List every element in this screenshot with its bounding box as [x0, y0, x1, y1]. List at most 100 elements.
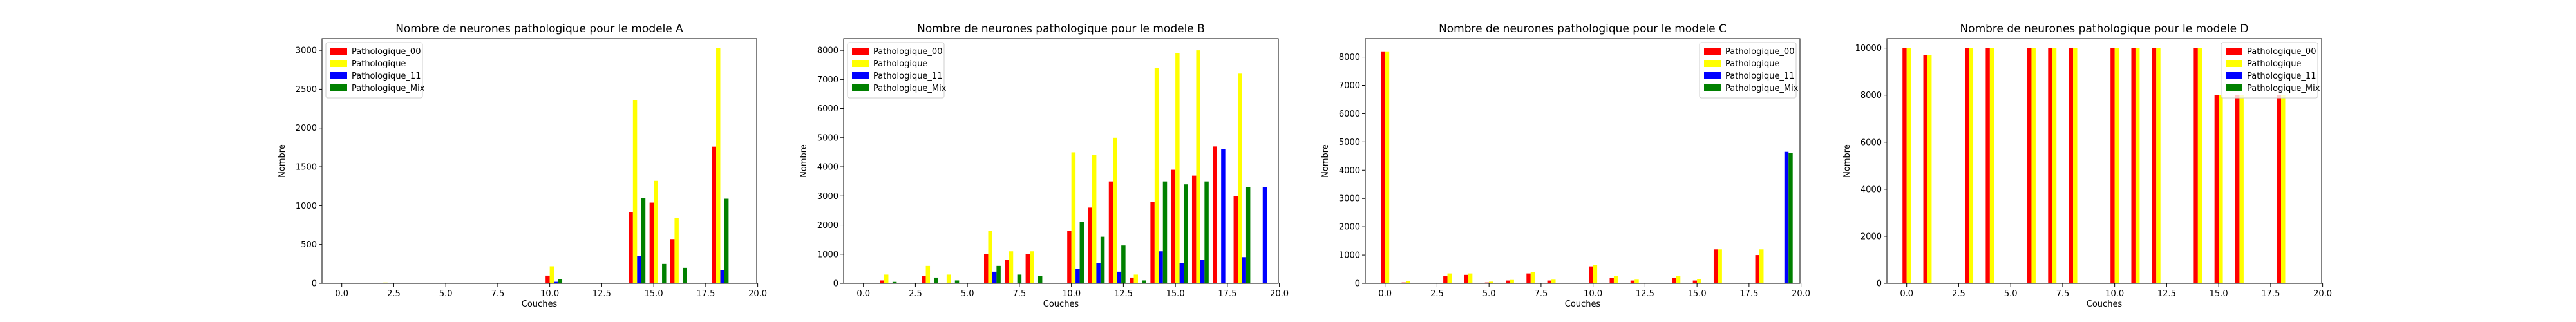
y-tick-label: 0: [1877, 279, 1882, 289]
axes-frame: [321, 38, 757, 284]
x-tick-label: 2.5: [1430, 289, 1444, 299]
bar-pathologique-14: [1154, 68, 1159, 284]
legend-label-pathologique: Pathologique: [2247, 59, 2301, 69]
bar-pathologique-00-11: [2131, 48, 2136, 284]
y-tick-label: 1500: [296, 163, 317, 173]
bar-pathologique-11: [1613, 276, 1618, 283]
y-tick-label: 2000: [1339, 223, 1360, 232]
bar-pathologique-7: [1530, 272, 1535, 283]
bar-pathologique-11-10: [554, 281, 558, 283]
legend: Pathologique_00 Pathologique Pathologique_…: [1699, 42, 1799, 99]
legend-swatch-pathologique: [852, 60, 869, 67]
y-tick-label: 500: [301, 240, 317, 250]
bar-pathologique-mix-7: [1017, 274, 1022, 283]
bar-pathologique-4: [1989, 48, 1994, 284]
legend-label-pathologique-00: Pathologique_00: [2247, 47, 2316, 57]
bar-pathologique-15: [1175, 53, 1180, 284]
bar-pathologique-00-18: [1233, 196, 1238, 283]
legend-swatch-pathologique: [2226, 60, 2242, 67]
y-axis-label: Nombre: [278, 144, 287, 178]
bar-pathologique-00-8: [1547, 280, 1552, 283]
y-tick-label: 10000: [1855, 44, 1882, 53]
bar-pathologique-mix-1: [892, 281, 897, 283]
bar-pathologique-00-18: [2277, 95, 2282, 283]
y-tick-label: 8000: [1339, 53, 1360, 62]
legend: Pathologique_00 Pathologique Pathologique_…: [847, 42, 947, 99]
chart-panel-2: 0.0 2.5 5.0 7.5 10.0 12.5 15.0 17.5 20.0 0 1000 200…: [1321, 23, 1810, 309]
bar-pathologique-00-12: [1108, 181, 1113, 283]
bar-pathologique-00-16: [2235, 95, 2240, 283]
y-tick-label: 8000: [817, 46, 838, 56]
legend-swatch-pathologique-mix: [1704, 84, 1721, 91]
bar-pathologique-1: [884, 274, 889, 283]
bar-pathologique-00-3: [1443, 276, 1448, 283]
bar-pathologique-0: [1906, 48, 1911, 284]
bar-pathologique-00-3: [922, 276, 926, 283]
legend-label-pathologique-mix: Pathologique_Mix: [1725, 84, 1799, 93]
bar-pathologique-mix-3: [934, 277, 938, 283]
y-tick-label: 5000: [1339, 138, 1360, 147]
x-tick-label: 2.5: [387, 289, 401, 299]
x-tick-label: 20.0: [1792, 289, 1810, 299]
bar-pathologique-00-16: [1713, 249, 1718, 283]
y-tick-label: 0: [1355, 279, 1360, 289]
bar-pathologique-00-16: [1191, 175, 1197, 283]
bar-pathologique-0: [1385, 51, 1390, 284]
legend-label-pathologique: Pathologique: [873, 59, 927, 69]
bar-pathologique-10: [549, 266, 554, 283]
x-tick-label: 5.0: [2004, 289, 2018, 299]
x-tick-label: 12.5: [2157, 289, 2176, 299]
x-tick-label: 5.0: [961, 289, 974, 299]
bar-pathologique-3: [925, 265, 931, 283]
bar-pathologique-15: [2219, 95, 2223, 283]
legend-label-pathologique-mix: Pathologique_Mix: [2247, 84, 2320, 93]
y-tick-label: 0: [312, 279, 317, 289]
chart-title: Nombre de neurones pathologique pour le …: [917, 23, 1205, 35]
bar-pathologique-mix-12: [1121, 245, 1126, 283]
axes-frame: [843, 38, 1279, 284]
legend-box: [1699, 42, 1797, 99]
bar-pathologique-1: [1405, 281, 1410, 283]
bar-pathologique-8: [1551, 279, 1556, 283]
bar-pathologique-6: [2031, 48, 2036, 284]
y-tick-label: 2000: [1861, 232, 1882, 242]
bar-pathologique-00-10: [545, 275, 550, 283]
legend-label-pathologique-11: Pathologique_11: [2247, 71, 2316, 81]
y-tick-label: 3000: [1339, 194, 1360, 204]
bar-pathologique-11-18: [720, 270, 724, 283]
bar-pathologique-00-15: [1692, 280, 1698, 283]
bar-pathologique-11: [2135, 48, 2140, 284]
x-tick-label: 17.5: [696, 289, 715, 299]
bar-pathologique-00-7: [1526, 273, 1531, 283]
legend-label-pathologique-00: Pathologique_00: [873, 47, 942, 57]
x-tick-label: 20.0: [1270, 289, 1289, 299]
bar-pathologique-12: [1634, 279, 1639, 283]
x-tick-label: 7.5: [1535, 289, 1548, 299]
bar-pathologique-00-0: [1902, 48, 1907, 284]
bar-pathologique-16: [2239, 95, 2244, 283]
y-tick-label: 0: [833, 279, 838, 289]
bar-pathologique-mix-19: [1788, 153, 1793, 283]
x-tick-label: 15.0: [645, 289, 663, 299]
bar-pathologique-11-16: [1200, 260, 1205, 283]
x-tick-label: 10.0: [2105, 289, 2124, 299]
chart-panel-0: 0.0 2.5 5.0 7.5 10.0 12.5 15.0 17.5 20.0 0 500 1000…: [278, 23, 767, 309]
bar-pathologique-00-3: [1965, 48, 1969, 284]
bar-pathologique-00-8: [1025, 254, 1030, 283]
bar-pathologique-5: [1489, 281, 1493, 283]
legend-swatch-pathologique-00: [330, 48, 347, 55]
y-tick-label: 6000: [1339, 109, 1360, 119]
bar-pathologique-mix-14: [1162, 181, 1168, 283]
x-tick-label: 2.5: [1952, 289, 1965, 299]
x-axis-label: Couches: [2087, 299, 2123, 309]
bar-pathologique-8: [1030, 251, 1034, 283]
y-tick-label: 2500: [296, 85, 317, 95]
y-axis-label: Nombre: [799, 144, 809, 178]
chart-panel-3: 0.0 2.5 5.0 7.5 10.0 12.5 15.0 17.5 20.0 0 2000 400…: [1842, 23, 2332, 309]
chart-panel-1: 0.0 2.5 5.0 7.5 10.0 12.5 15.0 17.5 20.0 0 1000 200…: [799, 23, 1289, 309]
bar-pathologique-00-12: [1630, 280, 1635, 283]
legend-swatch-pathologique-11: [852, 72, 869, 79]
bar-pathologique-00-17: [1213, 146, 1217, 283]
x-axis-label: Couches: [1043, 299, 1079, 309]
y-tick-label: 4000: [1861, 185, 1882, 194]
